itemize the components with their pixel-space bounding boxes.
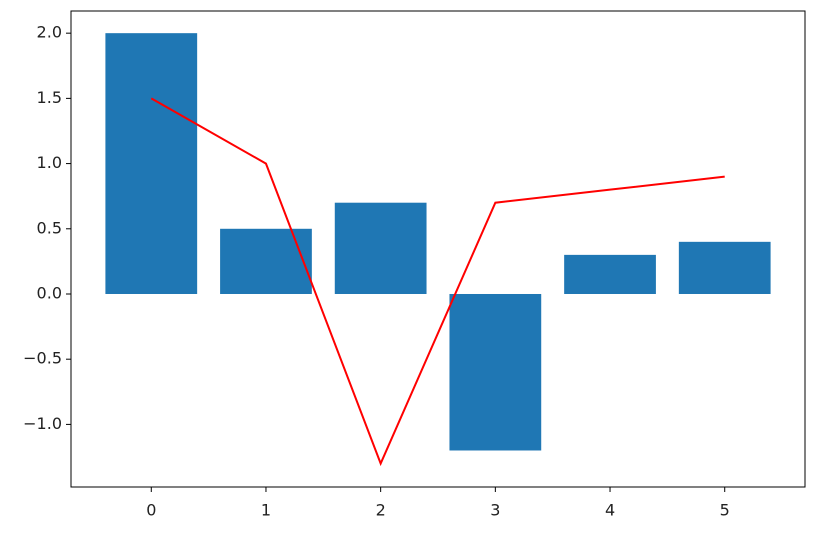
y-tick-label: 0.0	[37, 283, 62, 302]
axes-frame	[70, 10, 806, 488]
x-tick-label: 2	[376, 501, 386, 520]
x-tick-label: 1	[261, 501, 271, 520]
bar	[564, 254, 656, 294]
x-tick-label: 4	[605, 501, 615, 520]
x-tick-label: 5	[720, 501, 730, 520]
bar	[678, 241, 771, 294]
y-tick-label: 1.0	[37, 153, 62, 172]
bar	[105, 33, 198, 294]
line	[150, 97, 725, 467]
y-tick-label: −0.5	[23, 349, 62, 368]
y-tick-label: 2.0	[37, 23, 62, 42]
bar	[334, 202, 427, 294]
x-tick-label: 0	[146, 501, 156, 520]
y-tick-label: 0.5	[37, 218, 62, 237]
x-tick-label: 3	[490, 501, 500, 520]
y-tick-label: −1.0	[23, 414, 62, 433]
bar	[449, 293, 542, 451]
y-tick-label: 1.5	[37, 88, 62, 107]
bar	[220, 228, 312, 294]
